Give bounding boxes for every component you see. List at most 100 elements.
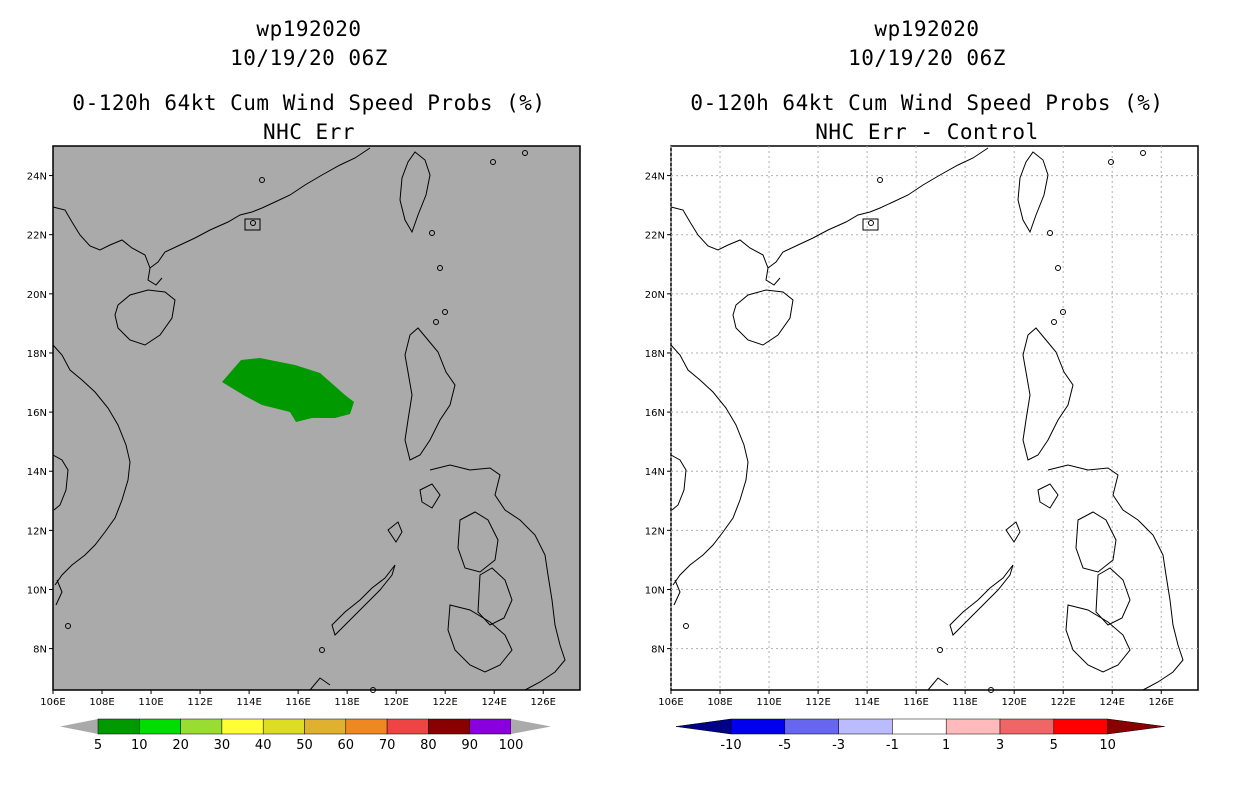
island — [988, 687, 994, 693]
colorbar-arrow-high — [511, 719, 551, 734]
y-tick-label: 10N — [27, 585, 47, 596]
island — [437, 265, 443, 271]
coastline-segment — [670, 344, 749, 586]
colorbar-segment — [730, 718, 786, 735]
coastline-segment — [1017, 151, 1049, 234]
island — [1108, 159, 1114, 165]
coastline-segment — [1037, 483, 1059, 509]
y-tick-label: 24N — [645, 172, 665, 183]
colorbar-label: 20 — [172, 738, 189, 753]
island — [442, 309, 448, 315]
coastline-segment — [1065, 604, 1131, 673]
colorbar-label: 5 — [1050, 738, 1058, 753]
colorbar-label: 60 — [338, 738, 355, 753]
coastline-segment — [670, 454, 687, 511]
storm-id-title: wp192020 — [874, 17, 980, 41]
left-map-panel: wp192020 10/19/20 06Z 0-120h 64kt Cum Wi… — [27, 17, 581, 753]
x-tick-label: 110E — [138, 697, 163, 708]
product-title: 0-120h 64kt Cum Wind Speed Probs (%) — [690, 91, 1164, 115]
probability-area-5-10 — [222, 358, 354, 422]
city-marker — [244, 218, 261, 231]
x-tick-label: 122E — [1050, 697, 1075, 708]
coastline-segment — [949, 564, 1014, 636]
panel-subtitle: NHC Err - Control — [815, 120, 1039, 144]
coastline-segment — [447, 604, 513, 673]
island — [1047, 230, 1053, 236]
colorbar-segment — [180, 718, 223, 735]
island — [1055, 265, 1061, 271]
colorbar-segment — [386, 718, 429, 735]
colorbar-segment — [428, 718, 470, 735]
coastline-segment — [1075, 511, 1117, 573]
x-tick-label: 120E — [1001, 697, 1026, 708]
colorbar-segment — [469, 718, 512, 735]
island — [65, 623, 71, 629]
y-tick-label: 8N — [651, 645, 665, 656]
coastline-segment — [52, 454, 69, 511]
x-tick-label: 124E — [482, 697, 507, 708]
datetime-title: 10/19/20 06Z — [848, 46, 1006, 70]
x-tick-label: 112E — [805, 697, 830, 708]
y-tick-label: 16N — [645, 408, 665, 419]
coastline-segment — [927, 677, 949, 691]
colorbar-label: 3 — [996, 738, 1004, 753]
datetime-title: 10/19/20 06Z — [230, 46, 388, 70]
city-marker — [862, 218, 879, 231]
latitude-labels: 8N 10N 12N 14N 16N 18N 20N 22N 24N — [645, 172, 671, 656]
island — [433, 319, 439, 325]
colorbar-segment — [945, 718, 1001, 735]
x-tick-label: 122E — [432, 697, 457, 708]
coastline-segment — [404, 327, 456, 461]
island — [1060, 309, 1066, 315]
colorbar-segment — [221, 718, 264, 735]
y-tick-label: 24N — [27, 172, 47, 183]
dotted-gridlines — [670, 146, 1198, 690]
y-tick-label: 12N — [645, 526, 665, 537]
coastline-segment — [1022, 327, 1074, 461]
difference-map: 106E 108E 110E 112E 114E 116E 118E 120E 122E 124E… — [645, 145, 1199, 753]
longitude-labels: 106E 108E 110E 112E 114E 116E 118E 120E 122E 124E… — [658, 690, 1174, 708]
x-tick-label: 110E — [756, 697, 781, 708]
colorbar-segment — [784, 718, 839, 735]
island — [259, 177, 265, 183]
island — [490, 159, 496, 165]
y-tick-label: 20N — [27, 290, 47, 301]
coastline-segment — [429, 464, 566, 691]
coastline-segment — [419, 483, 441, 509]
coastline-segment — [670, 147, 989, 269]
colorbar-arrow-low — [675, 718, 732, 735]
coastline-segment — [1047, 464, 1184, 691]
colorbar-label: 5 — [94, 738, 102, 753]
x-tick-label: 118E — [952, 697, 977, 708]
x-tick-label: 116E — [285, 697, 310, 708]
y-tick-label: 8N — [33, 645, 47, 656]
y-tick-label: 20N — [645, 290, 665, 301]
x-tick-label: 126E — [1149, 697, 1174, 708]
colorbar-segment — [838, 718, 893, 735]
island — [429, 230, 435, 236]
coastline-segment — [732, 289, 794, 346]
island — [250, 220, 256, 226]
storm-id-title: wp192020 — [256, 17, 362, 41]
product-title: 0-120h 64kt Cum Wind Speed Probs (%) — [72, 91, 546, 115]
colorbar-label: 100 — [499, 738, 524, 753]
colorbar-arrow-low — [60, 719, 98, 734]
colorbar-label: 10 — [1099, 738, 1116, 753]
colorbar-label: 90 — [461, 738, 478, 753]
coastlines — [52, 147, 566, 693]
colorbar-label: 10 — [131, 738, 148, 753]
coastline-segment — [331, 564, 396, 636]
x-tick-label: 116E — [903, 697, 928, 708]
y-tick-label: 18N — [27, 349, 47, 360]
panel-subtitle: NHC Err — [262, 120, 355, 144]
colorbar-label: 30 — [214, 738, 231, 753]
colorbar-label: -5 — [778, 738, 791, 753]
y-tick-label: 18N — [645, 349, 665, 360]
y-tick-label: 14N — [27, 467, 47, 478]
y-tick-label: 22N — [27, 231, 47, 242]
coastline-segment — [114, 289, 176, 346]
right-map-panel: wp192020 10/19/20 06Z 0-120h 64kt Cum Wi… — [618, 0, 1236, 800]
coastline-segment — [52, 147, 371, 269]
colorbar-label: -10 — [720, 738, 741, 753]
x-tick-label: 124E — [1100, 697, 1125, 708]
